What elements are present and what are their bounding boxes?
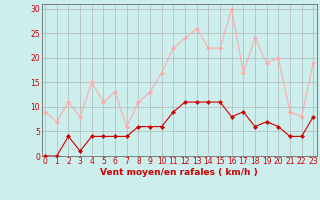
X-axis label: Vent moyen/en rafales ( km/h ): Vent moyen/en rafales ( km/h )	[100, 168, 258, 177]
